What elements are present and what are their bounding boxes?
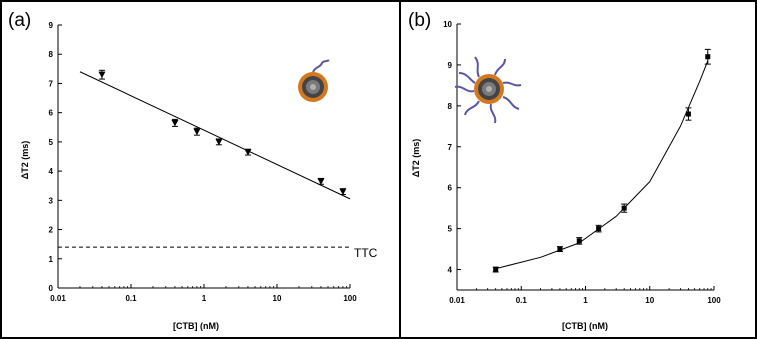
panel-a-y-tick-label: 5 [49,138,54,147]
panel-b-data-point [621,205,627,211]
panel-a-x-tick-label: 0.01 [50,294,66,303]
panel-a-fit-line [79,71,351,200]
panel-a-x-tick-label: 0.1 [125,294,137,303]
panel-b-y-tick-label: 8 [448,102,453,111]
panel-a-y-tick-label: 6 [49,109,54,118]
panel-a-data-point [215,138,223,146]
panel-b-xlabel: [CTB] (nM) [562,321,608,331]
panel-a-data-point [317,178,325,185]
panel-a-ylabel: ΔT2 (ms) [20,141,30,179]
panel-a-x-tick-label: 10 [273,294,282,303]
panel-b-x-tick-label: 10 [645,296,654,305]
panel-b-x-tick-label: 1 [583,296,588,305]
panel-b-x-tick-label: 0.1 [516,296,528,305]
panel-b-ylabel: ΔT2 (ms) [411,139,421,177]
panel-a-label: (a) [8,10,31,31]
panel-a-data-point [193,128,201,136]
panel-b-label: (b) [408,10,431,31]
panel-b-y-tick-label: 7 [448,143,453,152]
panel-a-data-point [171,119,179,127]
panel-b-y-tick-label: 4 [448,266,453,275]
panel-a-data-point [339,188,347,196]
nanoparticle-bare-icon [298,59,330,102]
panel-a-y-tick-label: 8 [49,50,54,59]
panel-a-x-tick-label: 100 [343,294,357,303]
panel-a-y-tick-label: 4 [49,167,54,176]
panel-a-y-tick-label: 9 [49,21,54,30]
panel-a-y-tick-label: 0 [49,284,54,293]
panel-a-y-tick-label: 2 [49,226,54,235]
panel-a-y-tick-label: 3 [49,196,54,205]
panel-a-x-tick-label: 1 [202,294,207,303]
panel-b-data-point [576,238,582,244]
panel-b-y-tick-label: 5 [448,225,453,234]
panel-b-data-point [596,226,602,232]
panel-b-plot: 0.01 0.1 1 10 100 4 5 6 7 8 9 10 [443,20,721,305]
panel-a-y-tick-label: 7 [49,79,54,88]
nanoparticle-functionalized-icon [454,56,522,124]
panel-a-data-point [98,71,106,79]
panel-b-x-tick-label: 0.01 [449,296,465,305]
panel-b-y-tick-label: 9 [448,61,453,70]
panel-b-data-point [705,54,711,60]
panel-b-y-tick-label: 6 [448,184,453,193]
panel-a-threshold-label: TTC [354,246,378,260]
panel-a-y-tick-label: 1 [49,255,54,264]
panel-a-xlabel: [CTB] (nM) [173,321,219,331]
panel-b-y-tick-label: 10 [443,20,452,29]
panel-b-data-point [685,111,691,117]
panel-b-x-tick-label: 100 [707,296,721,305]
panel-b-data-point [557,246,563,252]
panel-b-fit-curve [495,60,709,270]
panel-a-plot: 0.01 0.1 1 10 100 0 1 2 3 4 5 6 7 8 9 [49,21,358,303]
panel-a-data-point [244,149,252,156]
panel-b-frame [399,0,757,339]
panel-b-data-point [493,267,499,273]
